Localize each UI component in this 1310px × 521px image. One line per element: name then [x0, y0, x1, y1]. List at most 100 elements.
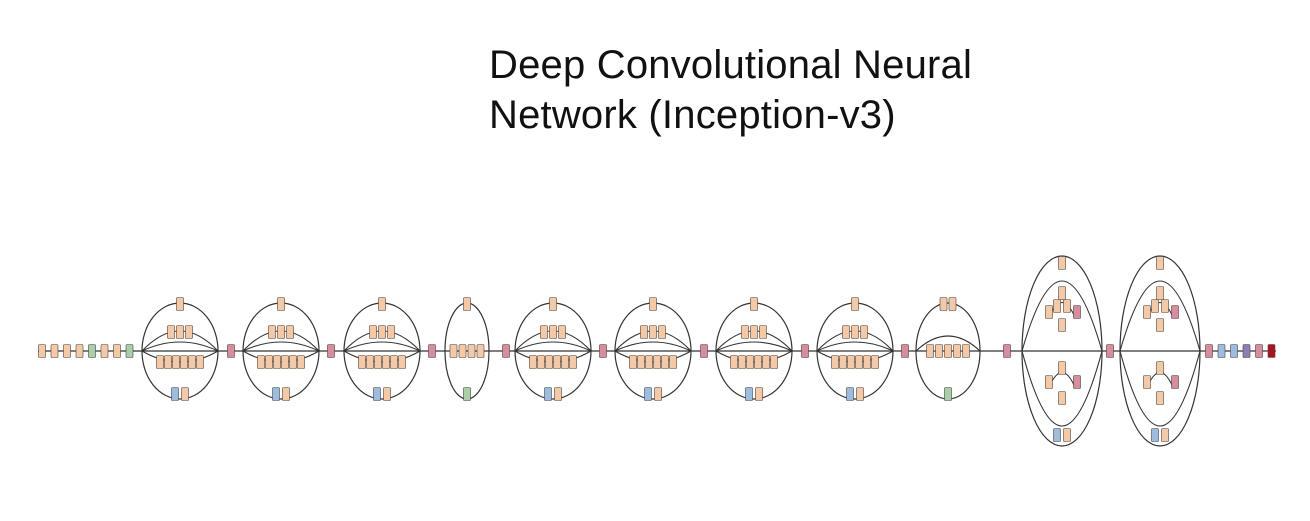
branch-path [1119, 350, 1201, 427]
branch-path [715, 350, 793, 363]
branch-path [614, 341, 692, 352]
convolution-block [645, 355, 653, 369]
softmax-block [1267, 344, 1276, 358]
convolution-block [369, 325, 377, 339]
convolution-block [847, 355, 855, 369]
branch-path [343, 350, 421, 363]
branch-path [242, 350, 320, 363]
convolution-block [750, 297, 758, 311]
concat-block [801, 344, 809, 358]
branch-path [141, 350, 219, 363]
convolution-block [378, 297, 386, 311]
convolution-block [871, 355, 879, 369]
branch-path [1021, 280, 1103, 352]
convolution-block [289, 355, 297, 369]
convolution-block [839, 355, 847, 369]
convolution-block [860, 325, 868, 339]
convolution-block [654, 387, 662, 401]
avg-pool-block [846, 387, 854, 401]
convolution-block [75, 344, 84, 358]
convolution-block [358, 355, 366, 369]
avg-pool-block [272, 387, 280, 401]
convolution-block [387, 325, 395, 339]
convolution-block [268, 325, 276, 339]
convolution-block [196, 355, 204, 369]
convolution-block [750, 325, 758, 339]
branch-path [1021, 350, 1103, 427]
convolution-block [953, 344, 961, 358]
dropout-block [463, 387, 471, 401]
convolution-block [754, 355, 762, 369]
concat-block [901, 344, 909, 358]
convolution-block [863, 355, 871, 369]
convolution-block [537, 355, 545, 369]
convolution-block [277, 325, 285, 339]
convolution-block [540, 325, 548, 339]
convolution-block [1045, 305, 1053, 319]
convolution-block [1156, 286, 1164, 300]
convolution-block [181, 387, 189, 401]
convolution-block [553, 355, 561, 369]
convolution-block [730, 355, 738, 369]
avg-pool-block [644, 387, 652, 401]
convolution-block [935, 344, 943, 358]
avg-pool-block [1217, 344, 1226, 358]
convolution-block [1161, 299, 1169, 313]
convolution-block [851, 297, 859, 311]
concat-block [428, 344, 436, 358]
convolution-block [286, 325, 294, 339]
convolution-block [277, 297, 285, 311]
convolution-block [561, 355, 569, 369]
convolution-block [637, 355, 645, 369]
avg-pool-block [1230, 344, 1238, 358]
convolution-block [1058, 391, 1066, 405]
concat-block [327, 344, 335, 358]
fully-connected-block [1242, 344, 1251, 358]
branch-path [816, 350, 894, 363]
concat-block [599, 344, 607, 358]
convolution-block [398, 355, 406, 369]
convolution-block [467, 344, 476, 358]
convolution-block [176, 297, 184, 311]
convolution-block [738, 355, 746, 369]
convolution-block [856, 387, 864, 401]
convolution-block [38, 344, 46, 358]
convolution-block [164, 355, 172, 369]
convolution-block [1143, 305, 1151, 319]
convolution-block [378, 325, 386, 339]
convolution-block [962, 344, 970, 358]
convolution-block [759, 325, 767, 339]
connections [38, 255, 1276, 447]
convolution-block [463, 297, 471, 311]
dropout-block [125, 344, 134, 358]
convolution-block [658, 325, 666, 339]
convolution-block [1045, 375, 1053, 389]
convolution-block [1151, 299, 1159, 313]
concat-block [502, 344, 510, 358]
convolution-block [265, 355, 273, 369]
concat-block [700, 344, 708, 358]
convolution-block [851, 325, 859, 339]
convolution-block [741, 325, 749, 339]
convolution-block [529, 355, 537, 369]
convolution-block [1156, 256, 1164, 270]
convolution-block [831, 355, 839, 369]
convolution-block [1156, 318, 1164, 332]
branch-path [514, 341, 592, 352]
convolution-block [569, 355, 577, 369]
convolution-block [63, 344, 71, 358]
convolution-block [1053, 299, 1061, 313]
convolution-block [180, 355, 188, 369]
avg-pool-block [1053, 428, 1061, 442]
convolution-block [855, 355, 863, 369]
convolution-block [167, 325, 175, 339]
convolution-block [1063, 428, 1071, 442]
branch-path [514, 350, 592, 363]
convolution-block [113, 344, 121, 358]
convolution-block [172, 355, 180, 369]
convolution-block [50, 344, 59, 358]
avg-pool-block [544, 387, 552, 401]
avg-pool-block [171, 387, 179, 401]
convolution-block [1063, 299, 1071, 313]
convolution-block [476, 344, 485, 358]
